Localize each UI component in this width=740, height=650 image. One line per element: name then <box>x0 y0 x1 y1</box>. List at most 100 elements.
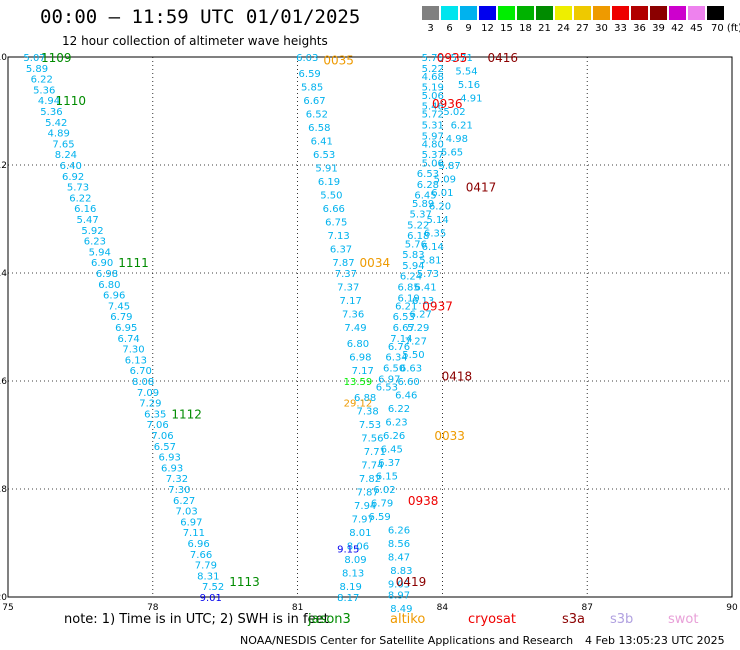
y-tick-label: -10 <box>0 53 7 63</box>
wave-height-value: 7.30 <box>168 485 190 496</box>
wave-height-value: 6.40 <box>60 161 82 172</box>
wave-height-value: 8.31 <box>197 571 219 582</box>
wave-height-value: 4.98 <box>446 134 468 145</box>
wave-height-value: 5.50 <box>320 191 342 202</box>
wave-height-value: 7.32 <box>166 474 188 485</box>
wave-height-value: 6.01 <box>431 188 453 199</box>
y-tick-label: -14 <box>0 269 7 279</box>
wave-height-value: 5.83 <box>402 250 424 261</box>
color-scale-label: 15 <box>500 23 513 34</box>
wave-height-value: 7.45 <box>108 301 130 312</box>
wave-height-value: 7.09 <box>137 388 159 399</box>
wave-height-value: 6.60 <box>397 377 419 388</box>
wave-height-value: 6.76 <box>388 342 410 353</box>
wave-height-value: 5.91 <box>315 164 337 175</box>
wave-height-value: 6.46 <box>395 391 417 402</box>
wave-height-value: 7.36 <box>342 310 364 321</box>
color-scale-swatch <box>517 6 534 20</box>
color-scale-swatch <box>669 6 686 20</box>
credit-text: NOAA/NESDIS Center for Satellite Applica… <box>240 634 574 647</box>
wave-height-value: 5.89 <box>26 64 48 75</box>
wave-height-value: 7.87 <box>332 258 354 269</box>
wave-height-value: 6.67 <box>393 323 415 334</box>
wave-height-value: 6.35 <box>424 229 446 240</box>
wave-height-value: 7.71 <box>364 447 386 458</box>
wave-height-value: 7.29 <box>139 399 161 410</box>
x-tick-label: 75 <box>2 603 13 613</box>
legend-jason3: jason3 <box>308 612 351 627</box>
wave-height-value: 6.53 <box>417 169 439 180</box>
color-scale-label: 39 <box>652 23 665 34</box>
x-tick-label: 78 <box>147 603 159 613</box>
wave-height-value: 6.22 <box>69 193 91 204</box>
color-scale-label: 24 <box>557 23 570 34</box>
y-tick-label: -12 <box>0 161 7 171</box>
pass-time-label: 0417 <box>466 181 497 195</box>
wave-height-value: 4.89 <box>48 129 70 140</box>
color-scale-swatch <box>460 6 477 20</box>
wave-height-value: 5.19 <box>422 83 444 94</box>
pass-time-label: 0937 <box>422 299 453 313</box>
wave-height-value: 5.07 <box>23 53 45 64</box>
pass-time-label: 1113 <box>229 575 260 589</box>
wave-height-value: 6.95 <box>115 323 137 334</box>
wave-height-value: 7.17 <box>340 296 362 307</box>
wave-height-value: 5.16 <box>458 80 480 91</box>
legend-swot: swot <box>668 612 699 627</box>
wave-height-value: 8.19 <box>340 582 362 593</box>
wave-height-value: 8.13 <box>342 569 364 580</box>
wave-height-value: 6.97 <box>378 374 400 385</box>
wave-height-value: 6.98 <box>96 269 118 280</box>
wave-height-value: 5.06 <box>422 91 444 102</box>
wave-height-value: 6.20 <box>429 202 451 213</box>
pass-time-label: 0033 <box>434 429 465 443</box>
color-scale-swatch <box>688 6 705 20</box>
x-tick-label: 84 <box>437 603 449 613</box>
wave-height-value: 8.01 <box>349 528 371 539</box>
wave-height-value: 5.42 <box>45 118 67 129</box>
color-scale-label: 42 <box>671 23 684 34</box>
pass-time-label: 1111 <box>118 256 149 270</box>
wave-height-value: 6.45 <box>381 445 403 456</box>
wave-height-value: 7.79 <box>195 561 217 572</box>
wave-height-value: 6.27 <box>410 310 432 321</box>
pass-time-label: 0034 <box>360 256 391 270</box>
wave-height-value: 6.63 <box>400 364 422 375</box>
wave-height-value: 4.91 <box>460 94 482 105</box>
wave-height-value: 6.16 <box>74 204 96 215</box>
color-scale-label: 70 (ft) <box>711 23 740 34</box>
wave-height-value: 5.46 <box>422 102 444 113</box>
wave-height-value: 7.56 <box>361 434 383 445</box>
wave-height-value: 6.75 <box>325 218 347 229</box>
wave-height-value: 6.98 <box>349 353 371 364</box>
wave-height-value: 7.30 <box>122 345 144 356</box>
wave-height-value: 6.41 <box>311 137 333 148</box>
color-scale-swatch <box>536 6 553 20</box>
wave-height-value: 6.41 <box>414 283 436 294</box>
wave-height-value: 6.15 <box>376 472 398 483</box>
wave-height-value: 4.94 <box>38 96 60 107</box>
wave-height-value: 8.09 <box>344 555 366 566</box>
wave-height-value: 6.53 <box>393 312 415 323</box>
wave-height-value: 5.22 <box>407 220 429 231</box>
wave-height-value: 6.80 <box>98 280 120 291</box>
wave-height-value: 9.01 <box>200 593 222 604</box>
y-tick-label: -20 <box>0 593 7 603</box>
wave-height-value: 6.26 <box>388 526 410 537</box>
wave-height-value: 6.37 <box>330 245 352 256</box>
pass-time-label: 1112 <box>171 407 202 421</box>
color-scale-label: 21 <box>538 23 551 34</box>
generated-timestamp: 4 Feb 13:05:23 UTC 2025 <box>585 634 725 647</box>
color-scale-swatch <box>574 6 591 20</box>
wave-height-value: 7.13 <box>327 231 349 242</box>
wave-height-value: 7.06 <box>151 431 173 442</box>
pass-time-label: 0419 <box>396 575 427 589</box>
color-scale-swatch <box>593 6 610 20</box>
wave-height-value: 5.50 <box>402 350 424 361</box>
wave-height-value: 6.52 <box>306 110 328 121</box>
wave-height-value: 6.93 <box>161 463 183 474</box>
y-tick-label: -18 <box>0 485 7 495</box>
wave-height-value: 7.52 <box>202 582 224 593</box>
wave-height-value: 5.85 <box>301 83 323 94</box>
wave-height-value: 6.13 <box>412 296 434 307</box>
